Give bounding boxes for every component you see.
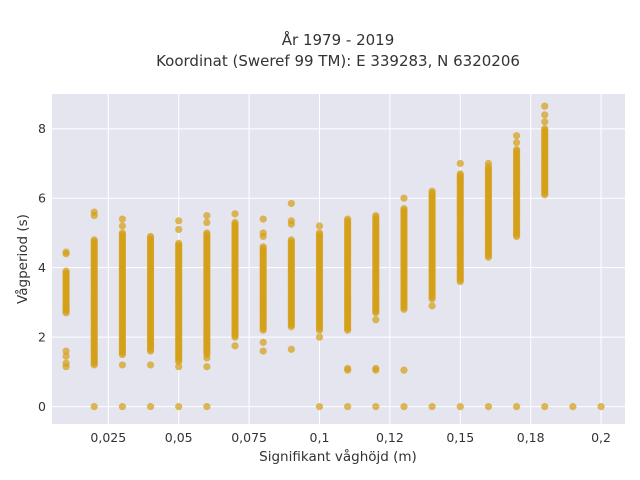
data-point [231, 342, 239, 350]
x-tick-label: 0,15 [446, 430, 474, 445]
data-point [203, 218, 211, 227]
y-tick-label: 6 [38, 191, 46, 206]
data-point [512, 132, 521, 140]
data-point [287, 217, 295, 225]
data-point [90, 403, 98, 411]
data-point [512, 139, 521, 147]
data-point [512, 145, 521, 154]
data-point [175, 363, 183, 371]
data-point [372, 316, 380, 324]
x-axis-title: Signifikant våghöjd (m) [259, 448, 417, 465]
data-point [175, 239, 183, 247]
data-point [146, 232, 155, 241]
data-point [118, 229, 126, 237]
data-point [231, 218, 239, 227]
data-point [315, 333, 324, 341]
x-tick-label: 0,075 [231, 430, 267, 445]
data-point [62, 248, 70, 256]
data-point [428, 187, 436, 195]
y-tick-label: 8 [38, 121, 46, 136]
data-point [315, 222, 324, 230]
data-point [259, 215, 267, 223]
x-tick-label: 0,1 [310, 430, 330, 445]
data-point [484, 159, 493, 168]
data-point [372, 403, 380, 411]
data-point [231, 210, 239, 218]
plot-area [52, 94, 625, 424]
data-point [315, 229, 324, 237]
data-point [287, 199, 295, 208]
data-point [90, 208, 98, 216]
chart-title: År 1979 - 2019 [282, 30, 395, 49]
x-tick-label: 0,05 [165, 430, 193, 445]
x-tick-label: 0,025 [90, 430, 126, 445]
data-point [259, 347, 267, 355]
data-point [259, 338, 267, 346]
data-point [175, 217, 183, 225]
data-point [118, 403, 126, 411]
data-point [203, 363, 211, 371]
data-point [541, 125, 549, 133]
x-tick-label: 0,12 [376, 430, 404, 445]
data-point [541, 403, 549, 411]
data-point [597, 403, 605, 411]
data-point [400, 205, 408, 213]
data-point [203, 403, 211, 411]
data-point [512, 403, 521, 411]
data-point [118, 222, 126, 230]
data-point [344, 364, 352, 373]
data-point [146, 403, 155, 411]
data-point [400, 366, 408, 374]
data-point [456, 159, 464, 168]
y-tick-label: 0 [38, 399, 46, 414]
data-point [118, 361, 126, 369]
data-point [175, 225, 183, 234]
data-point [62, 302, 70, 310]
chart-subtitle: Koordinat (Sweref 99 TM): E 339283, N 63… [156, 52, 520, 70]
data-point [428, 403, 436, 411]
data-point [175, 403, 183, 411]
data-point [456, 403, 464, 411]
data-point [315, 403, 324, 411]
y-axis-title: Vågperiod (s) [14, 214, 31, 304]
data-point [541, 102, 549, 110]
y-tick-label: 2 [38, 330, 46, 345]
data-point [541, 118, 549, 126]
data-point [456, 170, 464, 178]
data-point [118, 215, 126, 223]
x-tick-label: 0,2 [591, 430, 611, 445]
data-point [287, 236, 295, 244]
data-point [400, 194, 408, 202]
data-point [400, 403, 408, 411]
data-point [344, 403, 352, 411]
data-point [541, 111, 549, 119]
data-point [259, 229, 267, 237]
data-point [344, 215, 352, 223]
data-point [146, 361, 155, 369]
tick-labels: 0,025 0,05 0,075 0,1 0,12 0,15 0,18 0,2 0 2 4 6 8 [38, 121, 611, 445]
data-point [62, 359, 70, 367]
y-tick-label: 4 [38, 260, 46, 275]
data-point [203, 211, 211, 220]
data-point [62, 267, 70, 275]
x-tick-label: 0,18 [517, 430, 545, 445]
data-point [203, 229, 211, 237]
data-point [287, 345, 295, 353]
data-point [372, 211, 380, 220]
data-point [372, 364, 380, 373]
data-point [62, 352, 70, 360]
data-point [428, 302, 436, 310]
data-point [90, 236, 98, 244]
data-point [203, 354, 211, 362]
data-points [62, 102, 605, 411]
data-point [259, 243, 267, 251]
data-point [569, 403, 577, 411]
data-point [62, 347, 70, 355]
data-point [484, 403, 493, 411]
